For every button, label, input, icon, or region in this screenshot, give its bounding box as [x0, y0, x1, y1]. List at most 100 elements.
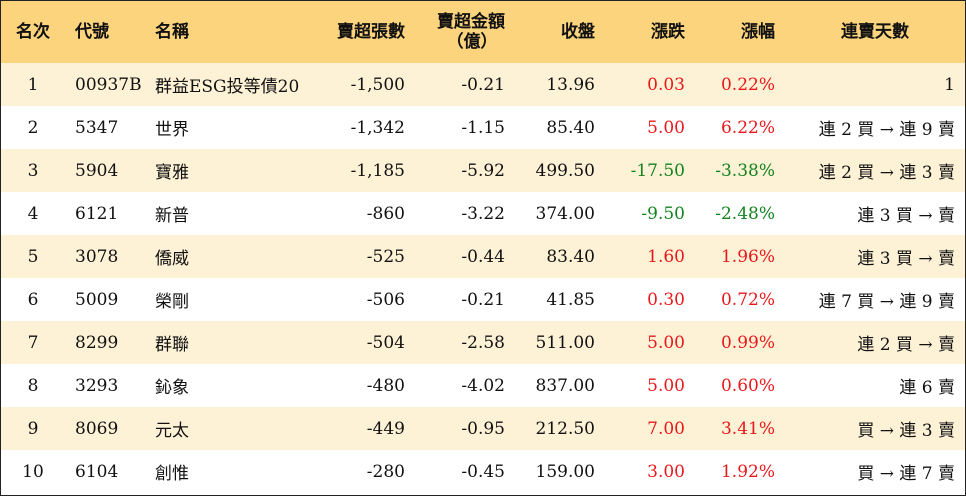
cell-lots: -1,185	[350, 160, 405, 181]
cell-change-pct: 3.41%	[720, 418, 775, 439]
cell-close: 212.50	[535, 418, 595, 439]
cell-change-pct: 0.60%	[720, 375, 775, 396]
cell-amount: -4.02	[461, 375, 505, 396]
cell-code: 8069	[75, 418, 119, 439]
cell-close: 83.40	[546, 246, 595, 267]
cell-name: 榮剛	[155, 292, 189, 312]
cell-rank: 10	[22, 461, 44, 482]
cell-name: 世界	[155, 120, 189, 140]
cell-lots: -480	[366, 375, 405, 396]
cell-rank: 8	[27, 375, 39, 396]
cell-streak: 買 → 連 7 賣	[857, 464, 955, 484]
cell-code: 00937B	[75, 74, 142, 95]
cell-name: 元太	[155, 421, 189, 441]
cell-streak: 連 3 買 → 賣	[857, 206, 955, 226]
cell-close: 511.00	[535, 332, 595, 353]
header-net-sell-amount: 賣超金額 （億）	[415, 1, 515, 63]
cell-lots: -449	[366, 418, 405, 439]
table-row: 6 5009 榮剛 -506 -0.21 41.85 0.30 0.72% 連 7 買 → 連 …	[1, 278, 965, 321]
cell-change-pct: -3.38%	[715, 160, 775, 181]
cell-change: 0.30	[647, 289, 685, 310]
header-net-sell-amount-unit: （億）	[446, 32, 498, 52]
cell-name: 僑威	[155, 249, 189, 269]
cell-code: 5904	[75, 160, 119, 181]
table-header: 名次 代號 名稱 賣超張數 賣超金額 （億） 收盤 漲跌 漲幅 連賣天數	[1, 1, 965, 63]
cell-change-pct: 0.72%	[720, 289, 775, 310]
header-change-pct: 漲幅	[741, 22, 775, 42]
cell-streak: 連 7 買 → 連 9 賣	[818, 292, 955, 312]
cell-change: -17.50	[630, 160, 685, 181]
cell-amount: -0.44	[461, 246, 505, 267]
cell-code: 3293	[75, 375, 119, 396]
cell-change: 7.00	[647, 418, 685, 439]
cell-code: 8299	[75, 332, 119, 353]
table-row: 1 00937B 群益ESG投等債20 -1,500 -0.21 13.96 0.03 0.2…	[1, 63, 965, 106]
cell-amount: -5.92	[461, 160, 505, 181]
cell-streak: 連 6 賣	[899, 378, 955, 398]
cell-lots: -1,500	[350, 74, 405, 95]
cell-change: 3.00	[647, 461, 685, 482]
cell-streak: 連 2 買 → 連 3 賣	[818, 163, 955, 183]
header-change: 漲跌	[651, 22, 685, 42]
header-net-sell-lots: 賣超張數	[337, 22, 405, 42]
header-net-sell-amount-label: 賣超金額	[437, 12, 505, 32]
cell-rank: 6	[27, 289, 39, 310]
cell-close: 374.00	[535, 203, 595, 224]
cell-change: 5.00	[647, 117, 685, 138]
cell-amount: -0.95	[461, 418, 505, 439]
cell-name: 創惟	[155, 464, 189, 484]
table-row: 9 8069 元太 -449 -0.95 212.50 7.00 3.41% 買 → 連 3 賣	[1, 407, 965, 450]
table-row: 8 3293 鈊象 -480 -4.02 837.00 5.00 0.60% 連 6 賣	[1, 364, 965, 407]
cell-close: 159.00	[535, 461, 595, 482]
cell-rank: 1	[27, 74, 39, 95]
header-streak: 連賣天數	[841, 22, 909, 42]
cell-name: 群益ESG投等債20	[155, 77, 300, 97]
cell-code: 3078	[75, 246, 119, 267]
cell-streak: 連 3 買 → 賣	[857, 249, 955, 269]
table-row: 2 5347 世界 -1,342 -1.15 85.40 5.00 6.22% 連 2 買 → …	[1, 106, 965, 149]
cell-amount: -0.21	[461, 74, 505, 95]
cell-change-pct: -2.48%	[715, 203, 775, 224]
cell-change: 1.60	[647, 246, 685, 267]
cell-change-pct: 0.22%	[720, 74, 775, 95]
cell-amount: -1.15	[461, 117, 505, 138]
cell-lots: -506	[366, 289, 405, 310]
cell-change: -9.50	[641, 203, 685, 224]
cell-change: 5.00	[647, 332, 685, 353]
table-body: 1 00937B 群益ESG投等債20 -1,500 -0.21 13.96 0.03 0.2…	[1, 63, 965, 493]
cell-change-pct: 1.92%	[720, 461, 775, 482]
cell-amount: -0.21	[461, 289, 505, 310]
cell-code: 6104	[75, 461, 119, 482]
cell-close: 85.40	[546, 117, 595, 138]
cell-rank: 3	[27, 160, 39, 181]
cell-amount: -2.58	[461, 332, 505, 353]
cell-rank: 4	[27, 203, 39, 224]
table-row: 5 3078 僑威 -525 -0.44 83.40 1.60 1.96% 連 3 買 → 賣	[1, 235, 965, 278]
cell-change-pct: 1.96%	[720, 246, 775, 267]
cell-lots: -860	[366, 203, 405, 224]
cell-change-pct: 6.22%	[720, 117, 775, 138]
cell-name: 寶雅	[155, 163, 189, 183]
cell-code: 5009	[75, 289, 119, 310]
cell-change: 0.03	[647, 74, 685, 95]
cell-lots: -525	[366, 246, 405, 267]
cell-code: 5347	[75, 117, 119, 138]
table-row: 4 6121 新普 -860 -3.22 374.00 -9.50 -2.48% 連 3 買 →…	[1, 192, 965, 235]
cell-lots: -504	[366, 332, 405, 353]
cell-change: 5.00	[647, 375, 685, 396]
cell-streak: 連 2 買 → 賣	[857, 335, 955, 355]
header-code: 代號	[75, 22, 109, 42]
cell-streak: 1	[944, 74, 955, 95]
cell-rank: 2	[27, 117, 39, 138]
header-row: 名次 代號 名稱 賣超張數 賣超金額 （億） 收盤 漲跌 漲幅 連賣天數	[1, 1, 965, 63]
table-row: 3 5904 寶雅 -1,185 -5.92 499.50 -17.50 -3.38% 連 2 …	[1, 149, 965, 192]
cell-lots: -280	[366, 461, 405, 482]
cell-name: 新普	[155, 206, 189, 226]
cell-rank: 9	[27, 418, 39, 439]
cell-amount: -3.22	[461, 203, 505, 224]
cell-streak: 連 2 買 → 連 9 賣	[818, 120, 955, 140]
cell-lots: -1,342	[350, 117, 405, 138]
header-close: 收盤	[561, 22, 595, 42]
